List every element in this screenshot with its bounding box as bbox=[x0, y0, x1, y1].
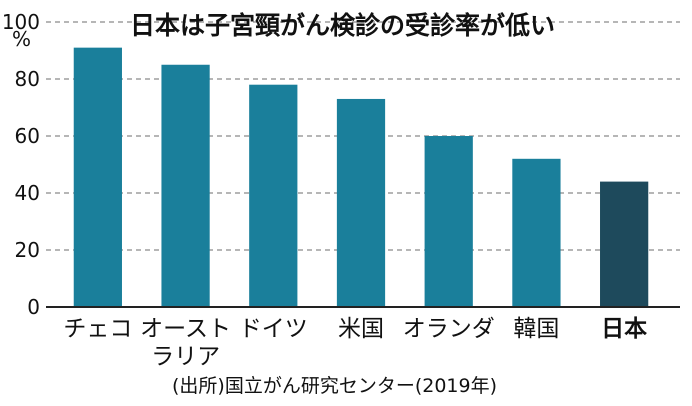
category-label: ドイツ bbox=[239, 316, 308, 342]
category-label: 日本 bbox=[601, 316, 647, 342]
bar-2 bbox=[249, 84, 298, 307]
category-label: 米国 bbox=[338, 316, 384, 342]
y-tick-label: 20 bbox=[15, 238, 40, 262]
bar-5 bbox=[512, 158, 561, 307]
category-label: チェコ bbox=[63, 316, 132, 342]
y-tick-labels: 0 20 40 60 80 100 bbox=[2, 10, 40, 319]
category-label: オランダ bbox=[403, 316, 495, 342]
source-note: (出所)国立がん研究センター(2019年) bbox=[172, 375, 497, 397]
bar-3 bbox=[336, 98, 386, 307]
y-tick-label: 80 bbox=[15, 67, 40, 91]
bar-6 bbox=[600, 181, 649, 307]
category-label: 韓国 bbox=[513, 316, 559, 342]
category-label: ラリア bbox=[151, 344, 220, 370]
y-tick-label: 100 bbox=[2, 10, 40, 34]
bar-1 bbox=[161, 64, 210, 307]
y-tick-label: 0 bbox=[27, 295, 40, 319]
y-tick-label: 60 bbox=[15, 124, 40, 148]
chart-title: 日本は子宮頸がん検診の受診率が低い bbox=[130, 11, 555, 40]
category-label: オースト bbox=[140, 316, 231, 342]
y-unit-label: % bbox=[12, 27, 31, 51]
bar-4 bbox=[424, 136, 473, 307]
bars bbox=[73, 47, 649, 308]
y-tick-label: 40 bbox=[15, 181, 40, 205]
bar-0 bbox=[73, 47, 122, 308]
